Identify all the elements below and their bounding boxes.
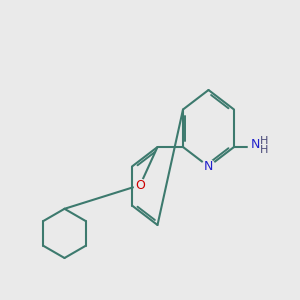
Text: N: N [251,137,260,151]
Text: O: O [135,178,145,192]
Text: H: H [260,145,268,155]
Circle shape [134,179,146,191]
Text: H: H [260,136,268,146]
Circle shape [202,160,215,173]
Circle shape [248,140,263,154]
Text: N: N [204,160,213,173]
